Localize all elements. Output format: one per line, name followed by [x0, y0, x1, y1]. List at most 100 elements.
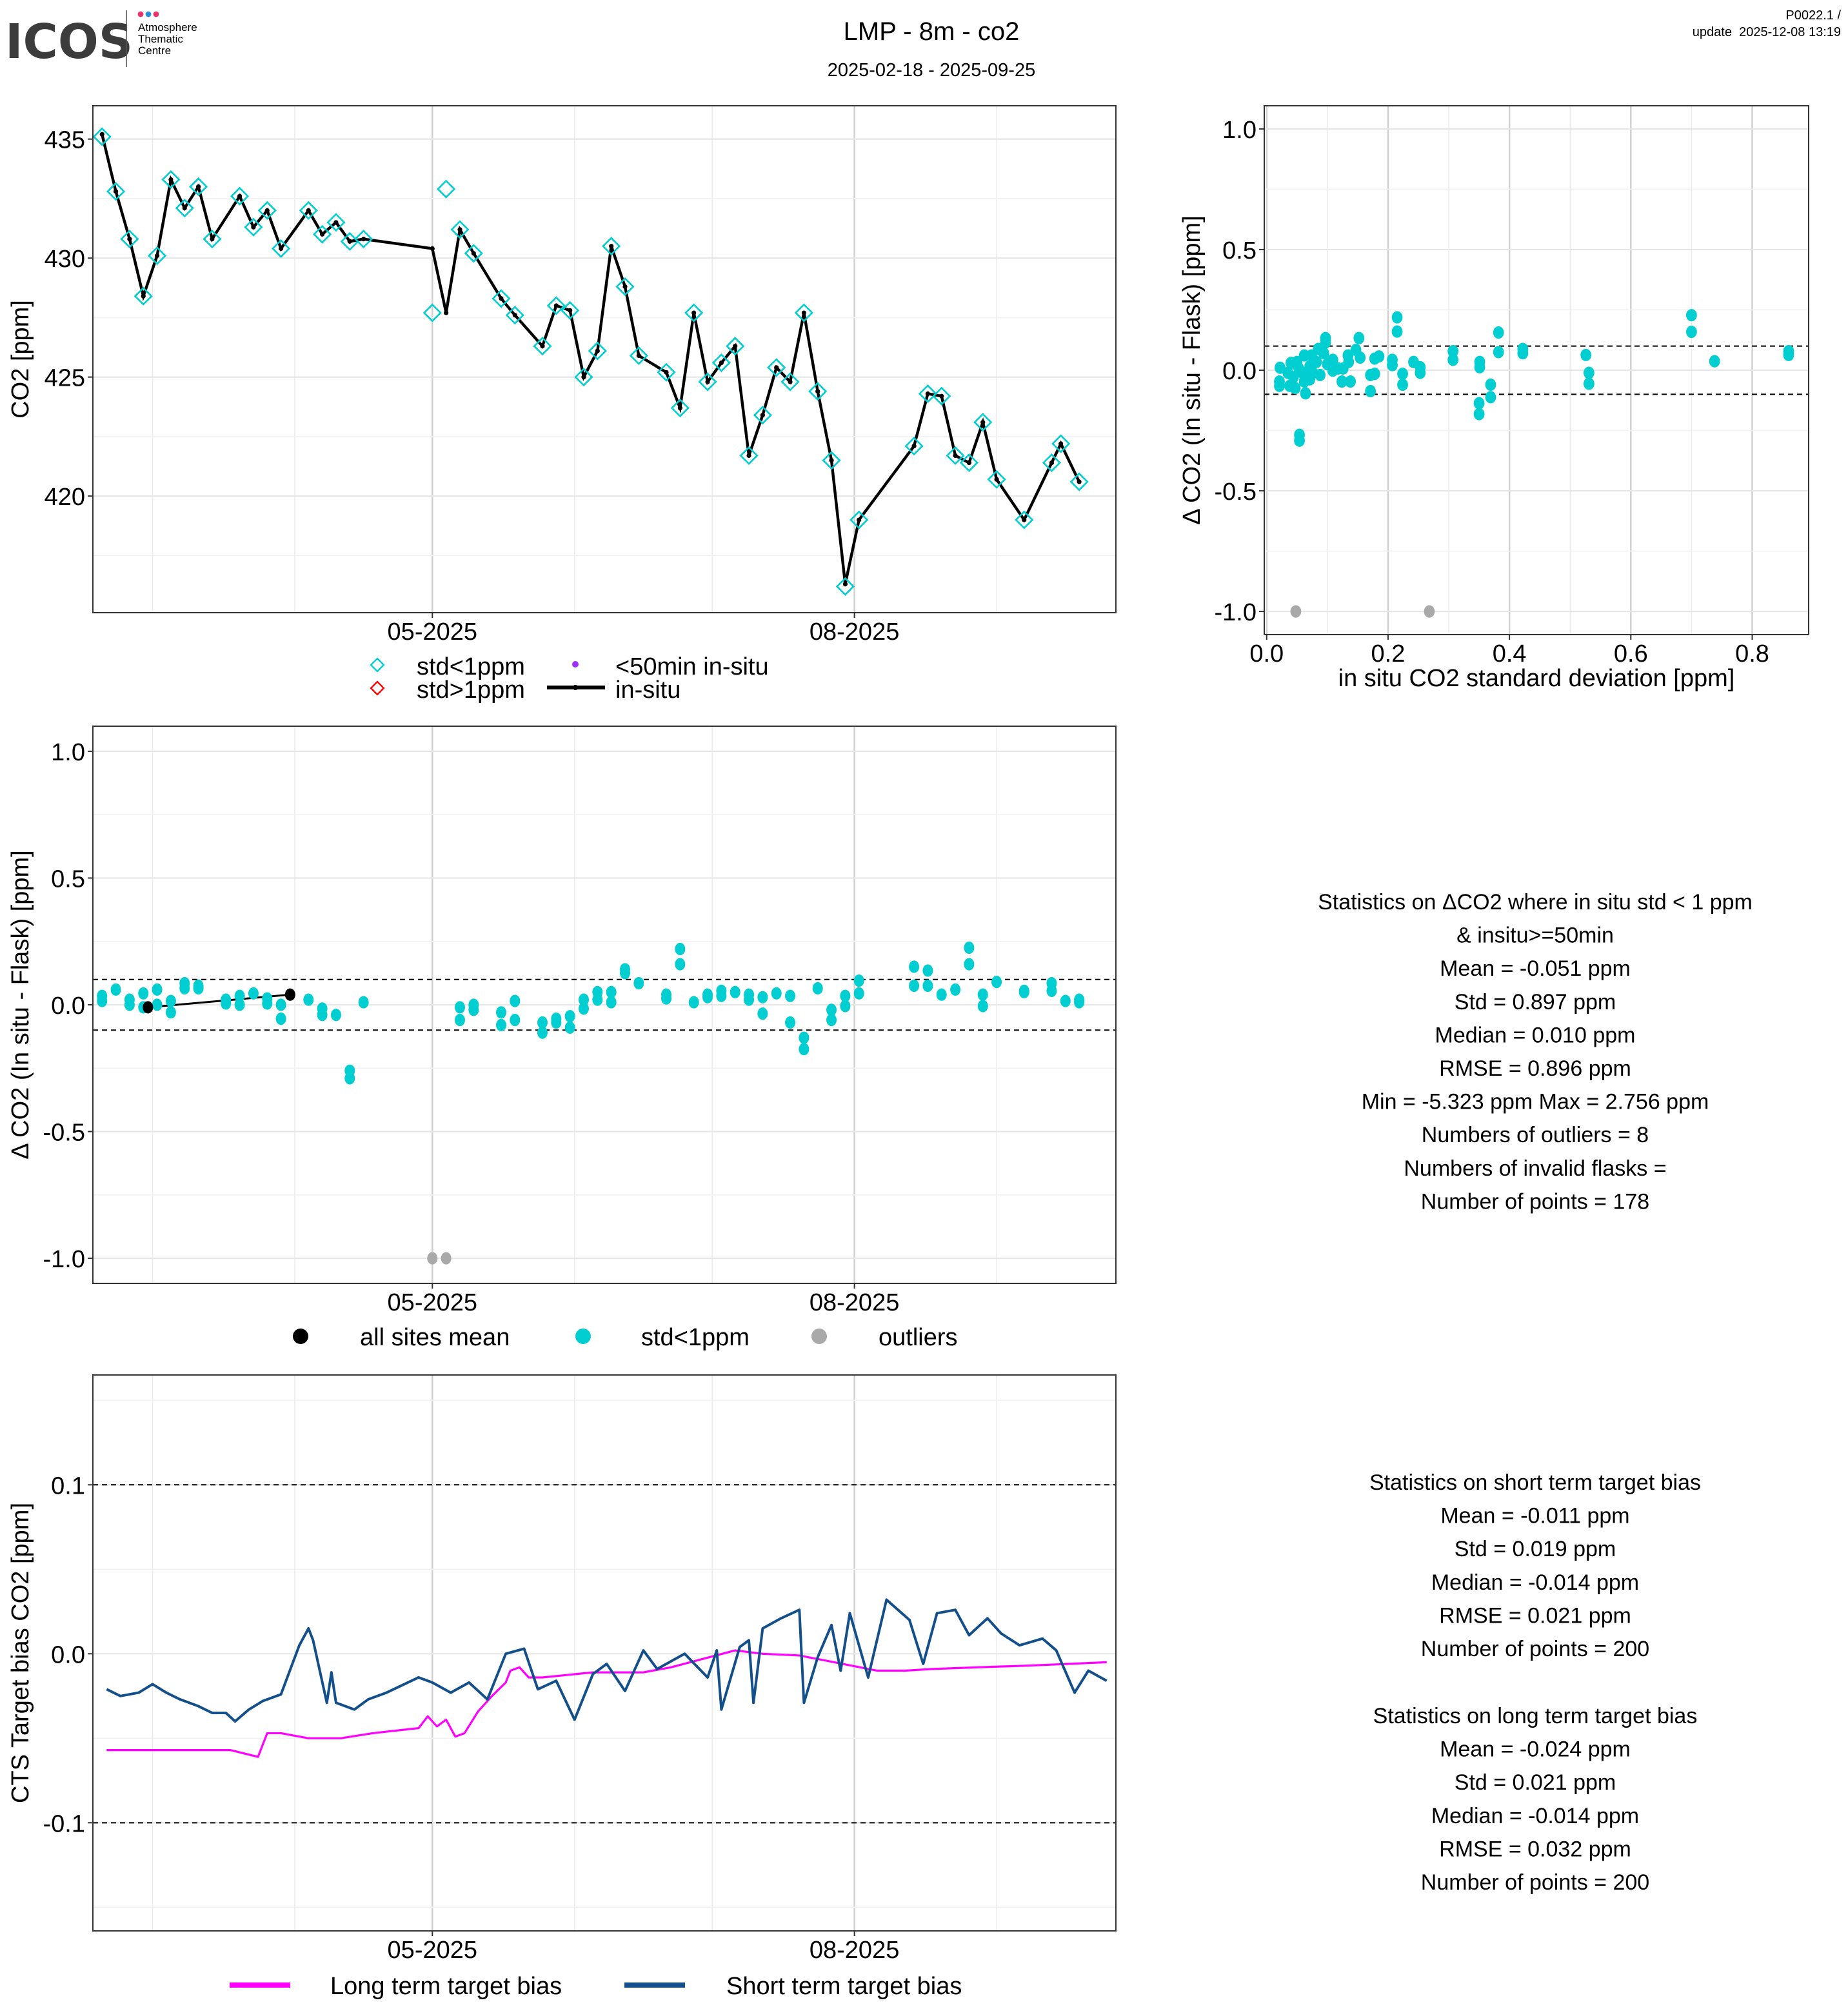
flask-diamond: [92, 127, 112, 146]
plot-border: [92, 105, 1117, 613]
insitu-point: [512, 313, 517, 318]
insitu-point: [553, 303, 559, 308]
flask-diamond: [698, 372, 717, 391]
logo-text: ICOS: [5, 14, 133, 70]
insitu-line: [101, 133, 1081, 585]
delta-point: [97, 994, 108, 1007]
flask-diamond: [450, 220, 470, 239]
insitu-point: [705, 379, 710, 384]
insitu-point: [320, 232, 325, 237]
insitu-point: [264, 208, 270, 213]
co2-timeseries-panel: 420 425 430 435 05-2025 08-2025 CO2 [ppm]: [7, 105, 1117, 646]
flask-diamond: [1015, 510, 1034, 529]
delta-point: [454, 1013, 465, 1027]
x-axis-title: in situ CO2 standard deviation [ppm]: [1338, 665, 1735, 692]
stats-line: & insitu>=50min: [1456, 924, 1614, 948]
flask-diamond: [134, 286, 153, 306]
stats-line: Number of points = 178: [1421, 1189, 1649, 1214]
scatter-point: [1275, 361, 1286, 374]
scatter-point: [1297, 366, 1308, 379]
flask-diamond: [106, 182, 126, 201]
scatter-point: [1783, 348, 1794, 362]
delta-point: [454, 1001, 465, 1014]
flask-diamond: [780, 372, 800, 391]
scatter-point: [1353, 331, 1365, 344]
delta-point: [358, 996, 369, 1009]
scatter-point: [1583, 366, 1595, 379]
delta-point: [1074, 996, 1085, 1009]
y-tick-label: -1.0: [1215, 599, 1257, 626]
delta-point: [495, 1006, 506, 1019]
delta-vs-std-panel: 1.0 0.5 0.0 -0.5 -1.0 0.0 0.2 0.4 0.6 0.8 Δ CO2 (I…: [1178, 105, 1809, 692]
delta-point: [853, 974, 864, 987]
legend-diamond-red: [370, 680, 385, 696]
insitu-point: [457, 227, 462, 232]
flask-diamond: [326, 213, 346, 232]
delta-point: [221, 997, 232, 1010]
insitu-point: [113, 189, 119, 194]
scatter-point: [1300, 387, 1311, 400]
stats-line: Numbers of outliers = 8: [1422, 1123, 1649, 1147]
insitu-point: [1049, 460, 1055, 466]
version-label: P0022.1 /: [1785, 8, 1841, 23]
outlier-point: [427, 1252, 438, 1265]
scatter-point: [1336, 375, 1347, 388]
flask-diamond: [959, 453, 979, 473]
y-axis-title: CTS Target bias CO2 [ppm]: [7, 1503, 34, 1803]
flask-diamond: [711, 353, 731, 373]
plot-background: [93, 1375, 1116, 1931]
flask-diamond: [794, 303, 813, 322]
flask-diamond: [987, 470, 1006, 489]
delta-point: [964, 958, 975, 971]
x-tick-label: 08-2025: [810, 618, 899, 646]
y-tick-label: 0.1: [51, 1472, 85, 1499]
insitu-point: [760, 413, 765, 418]
insitu-point: [127, 237, 132, 242]
legend-dot-mean: [293, 1329, 308, 1344]
delta-point: [922, 964, 933, 977]
y-tick-label: 1.0: [51, 739, 85, 766]
insitu-point: [609, 244, 614, 249]
delta-point: [152, 983, 163, 996]
flask-diamond: [313, 224, 332, 244]
insitu-point: [251, 224, 256, 230]
delta-point: [317, 1009, 328, 1022]
scatter-point: [1373, 350, 1385, 363]
logo-sub-2: Thematic: [138, 33, 183, 45]
scatter-point: [1397, 368, 1408, 381]
delta-point: [799, 1031, 810, 1044]
delta-point: [785, 989, 796, 1002]
flask-diamond: [546, 296, 566, 315]
plot-border: [92, 726, 1117, 1284]
delta-point: [620, 967, 631, 980]
stats-line: Statistics on short term target bias: [1369, 1470, 1701, 1495]
flask-diamond: [257, 201, 277, 220]
stats-line: RMSE = 0.021 ppm: [1439, 1603, 1631, 1628]
scatter-point: [1485, 378, 1496, 391]
insitu-point: [237, 193, 243, 199]
delta-point: [840, 1000, 851, 1013]
logo-sub-3: Centre: [138, 44, 171, 57]
delta-point: [179, 982, 190, 995]
delta-point: [757, 1007, 768, 1020]
delta-point: [688, 996, 699, 1009]
scatter-point: [1473, 397, 1485, 410]
y-tick-label: 1.0: [1222, 117, 1257, 144]
delta-point: [551, 1016, 562, 1029]
insitu-point: [733, 344, 738, 349]
stats-line: RMSE = 0.032 ppm: [1439, 1837, 1631, 1861]
scatter-point: [1474, 361, 1485, 374]
legend-label: in-situ: [615, 677, 681, 704]
y-tick-label: 430: [45, 246, 85, 273]
delta-point: [1018, 985, 1029, 998]
delta-point: [840, 989, 851, 1002]
insitu-point: [966, 460, 972, 466]
insitu-point: [801, 310, 806, 315]
insitu-point: [195, 184, 201, 190]
insitu-point: [842, 582, 848, 587]
scatter-point: [1517, 347, 1529, 360]
delta-point: [193, 982, 204, 995]
flask-diamond: [533, 337, 552, 356]
stats-line: Std = 0.021 ppm: [1455, 1770, 1616, 1795]
